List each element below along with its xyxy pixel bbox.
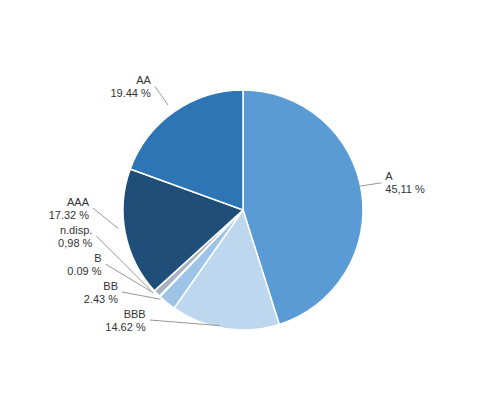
- svg-text:AA19.44 %: AA19.44 %: [110, 74, 151, 99]
- svg-text:BBB14.62 %: BBB14.62 %: [105, 308, 146, 333]
- svg-text:n.disp.0,98 %: n.disp.0,98 %: [58, 224, 92, 249]
- svg-text:A45,11 %: A45,11 %: [385, 170, 425, 195]
- svg-text:BB2.43 %: BB2.43 %: [84, 280, 118, 305]
- svg-text:AAA17.32 %: AAA17.32 %: [49, 196, 90, 221]
- svg-text:B0.09 %: B0.09 %: [67, 252, 101, 277]
